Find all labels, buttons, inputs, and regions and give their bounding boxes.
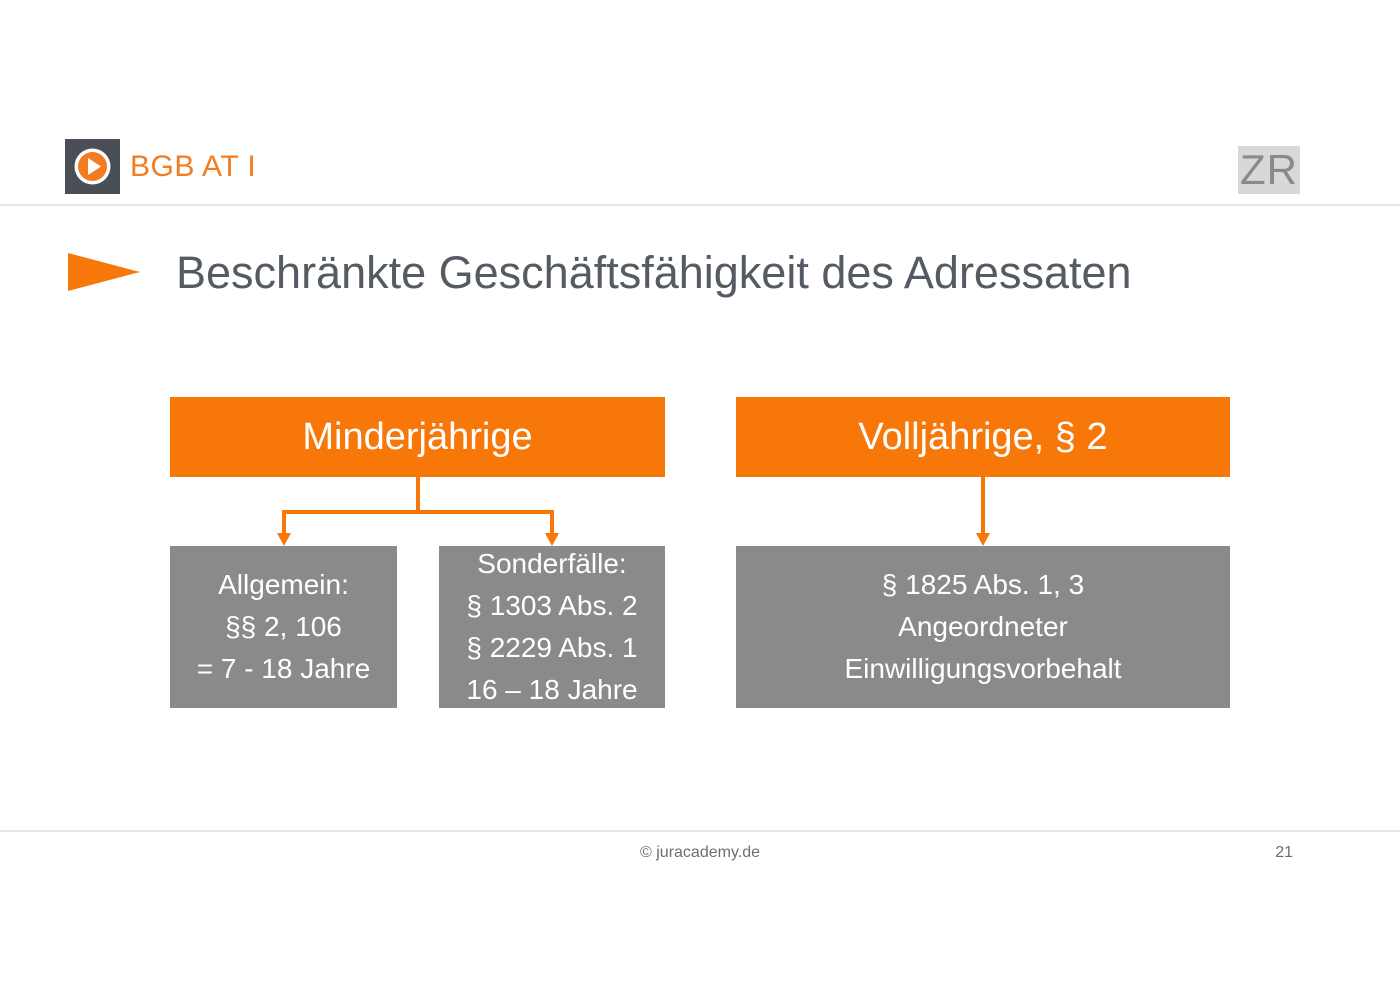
minor-special-box: Sonderfälle: § 1303 Abs. 2 § 2229 Abs. 1… [439, 546, 665, 708]
play-icon [74, 148, 111, 185]
special-line: § 1303 Abs. 2 [466, 590, 638, 621]
slide-title: Beschränkte Geschäftsfähigkeit des Adres… [176, 247, 1132, 298]
general-line: Allgemein: [218, 569, 349, 600]
adult-detail-box: § 1825 Abs. 1, 3 Angeordneter Einwilligu… [736, 546, 1230, 708]
adult-label: Volljährige, § 2 [858, 416, 1108, 458]
course-logo [65, 139, 120, 194]
arrow-pointer-icon [68, 253, 140, 291]
minor-box: Minderjährige [170, 397, 665, 477]
page-number: 21 [1275, 844, 1293, 861]
arrowhead-general [277, 533, 291, 546]
adult-detail-line: § 1825 Abs. 1, 3 [881, 569, 1085, 600]
arrowhead-adult-detail [976, 533, 990, 546]
special-line: 16 – 18 Jahre [466, 674, 638, 705]
general-line: = 7 - 18 Jahre [196, 653, 371, 684]
adult-detail-line: Angeordneter [898, 611, 1068, 642]
adult-detail-line: Einwilligungsvorbehalt [844, 653, 1122, 684]
header-divider [0, 204, 1400, 206]
special-line: Sonderfälle: [477, 548, 627, 579]
arrowhead-special [545, 533, 559, 546]
footer-divider [0, 830, 1400, 832]
subject-badge: ZR [1238, 146, 1300, 194]
adult-box: Volljährige, § 2 [736, 397, 1230, 477]
minor-general-box: Allgemein: §§ 2, 106 = 7 - 18 Jahre [170, 546, 397, 708]
copyright-notice: © juracademy.de [640, 844, 760, 861]
general-line: §§ 2, 106 [225, 611, 342, 642]
minor-label: Minderjährige [302, 416, 533, 458]
course-title: BGB AT I [130, 150, 257, 183]
special-line: § 2229 Abs. 1 [466, 632, 638, 663]
